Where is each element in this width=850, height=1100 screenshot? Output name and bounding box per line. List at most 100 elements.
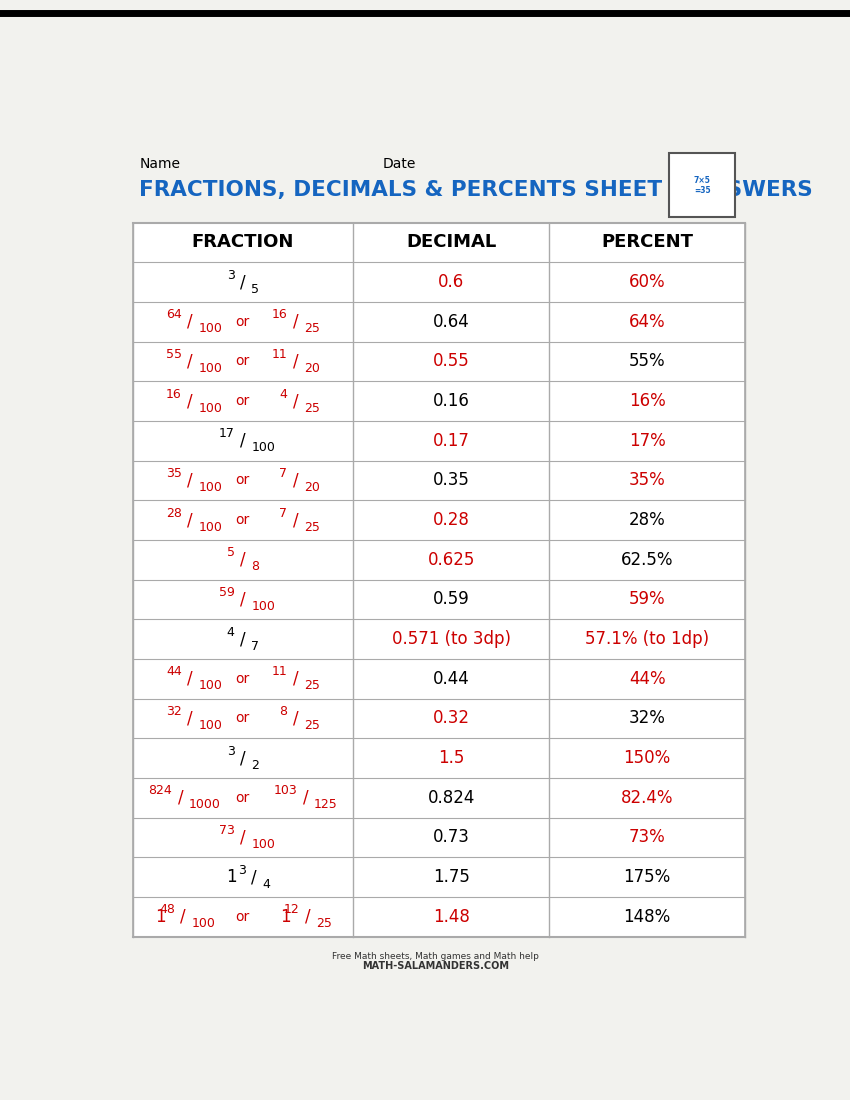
Text: 64%: 64%: [629, 312, 666, 331]
Text: 73%: 73%: [629, 828, 666, 847]
Text: /: /: [187, 392, 193, 410]
Text: 20: 20: [304, 481, 320, 494]
Text: /: /: [187, 352, 193, 371]
Text: 1.5: 1.5: [438, 749, 464, 767]
Text: 4: 4: [263, 878, 270, 891]
Text: Free Math sheets, Math games and Math help: Free Math sheets, Math games and Math he…: [332, 953, 539, 961]
Text: 55: 55: [166, 348, 182, 361]
Text: /: /: [187, 710, 193, 727]
Text: 1: 1: [156, 908, 167, 926]
Text: 7: 7: [280, 507, 287, 519]
Text: /: /: [303, 789, 309, 806]
Text: 5: 5: [227, 547, 235, 560]
Text: Date: Date: [382, 156, 416, 170]
Text: /: /: [293, 512, 298, 529]
Text: 0.824: 0.824: [428, 789, 475, 806]
Text: 59: 59: [218, 586, 235, 600]
Text: 0.17: 0.17: [433, 432, 469, 450]
Text: or: or: [235, 354, 250, 368]
Text: 100: 100: [198, 719, 223, 732]
Text: 4: 4: [280, 387, 287, 400]
Text: 55%: 55%: [629, 352, 666, 371]
Text: /: /: [240, 630, 246, 648]
Text: /: /: [187, 472, 193, 490]
Text: 17%: 17%: [629, 432, 666, 450]
Text: 32%: 32%: [629, 710, 666, 727]
Text: 0.35: 0.35: [433, 472, 469, 490]
Text: or: or: [235, 712, 250, 726]
Text: 11: 11: [271, 348, 287, 361]
Text: 0.625: 0.625: [428, 551, 475, 569]
Text: 0.571 (to 3dp): 0.571 (to 3dp): [392, 630, 511, 648]
Text: 0.28: 0.28: [433, 512, 469, 529]
Text: or: or: [235, 315, 250, 329]
Text: /: /: [293, 472, 298, 490]
Text: 1.75: 1.75: [433, 868, 469, 887]
FancyBboxPatch shape: [670, 153, 735, 217]
Text: PERCENT: PERCENT: [601, 233, 694, 252]
Text: 16%: 16%: [629, 392, 666, 410]
Text: 48: 48: [159, 903, 175, 916]
Text: 0.32: 0.32: [433, 710, 470, 727]
Text: 100: 100: [191, 917, 215, 931]
Text: 3: 3: [227, 745, 235, 758]
Text: /: /: [293, 392, 298, 410]
Text: 0.16: 0.16: [433, 392, 469, 410]
Text: 1000: 1000: [189, 799, 221, 812]
Text: 12: 12: [284, 903, 300, 916]
Text: 11: 11: [271, 666, 287, 679]
Text: 7×5
=35: 7×5 =35: [694, 176, 711, 195]
Text: 103: 103: [274, 784, 297, 798]
Text: or: or: [235, 394, 250, 408]
Text: /: /: [178, 789, 184, 806]
Text: FRACTION: FRACTION: [192, 233, 294, 252]
Text: 824: 824: [148, 784, 172, 798]
Text: 0.59: 0.59: [433, 591, 469, 608]
Text: 32: 32: [166, 705, 182, 718]
Text: 7: 7: [252, 639, 259, 652]
Text: 44%: 44%: [629, 670, 666, 688]
Text: 100: 100: [252, 441, 275, 454]
Text: or: or: [235, 791, 250, 805]
Text: 16: 16: [166, 387, 182, 400]
Text: 7: 7: [280, 468, 287, 480]
Text: or: or: [235, 473, 250, 487]
Text: 25: 25: [304, 719, 320, 732]
Text: /: /: [293, 312, 298, 331]
Text: /: /: [293, 352, 298, 371]
Text: 59%: 59%: [629, 591, 666, 608]
Text: 73: 73: [218, 824, 235, 837]
Text: 100: 100: [198, 362, 223, 375]
Text: /: /: [251, 868, 257, 887]
Text: 4: 4: [227, 626, 235, 639]
Text: 64: 64: [166, 308, 182, 321]
Text: /: /: [240, 432, 246, 450]
Text: 0.73: 0.73: [433, 828, 469, 847]
Text: 100: 100: [198, 481, 223, 494]
Text: 125: 125: [314, 799, 337, 812]
Text: 44: 44: [166, 666, 182, 679]
Text: 8: 8: [280, 705, 287, 718]
Text: 100: 100: [198, 520, 223, 534]
Text: 28%: 28%: [629, 512, 666, 529]
Text: 2: 2: [252, 759, 259, 771]
Text: /: /: [240, 591, 246, 608]
Text: 3: 3: [238, 864, 246, 877]
Text: 28: 28: [166, 507, 182, 519]
Text: 5: 5: [252, 283, 259, 296]
Text: 3: 3: [227, 268, 235, 282]
Text: /: /: [305, 908, 311, 926]
Text: /: /: [187, 512, 193, 529]
Text: 62.5%: 62.5%: [621, 551, 673, 569]
Text: or: or: [235, 513, 250, 527]
Text: 57.1% (to 1dp): 57.1% (to 1dp): [585, 630, 709, 648]
Text: /: /: [240, 749, 246, 767]
Text: 35%: 35%: [629, 472, 666, 490]
Text: /: /: [240, 828, 246, 847]
Text: /: /: [187, 312, 193, 331]
Text: 16: 16: [271, 308, 287, 321]
Text: or: or: [235, 910, 250, 924]
Text: 82.4%: 82.4%: [621, 789, 673, 806]
Text: /: /: [180, 908, 186, 926]
Text: 1: 1: [227, 868, 243, 887]
